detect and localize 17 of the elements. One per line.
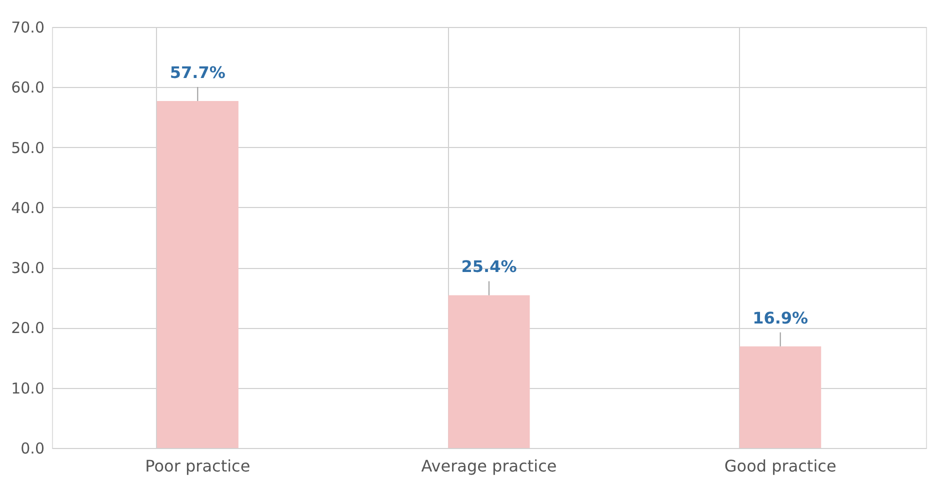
- bar: [448, 295, 530, 448]
- y-tick-label: 60.0: [11, 78, 44, 97]
- bar: [156, 100, 238, 448]
- x-tick-label: Average practice: [421, 456, 557, 476]
- data-label: 57.7%: [170, 62, 226, 82]
- bar: [740, 346, 822, 448]
- x-tick-label: Good practice: [724, 456, 836, 476]
- data-label: 16.9%: [752, 308, 808, 328]
- y-tick-label: 10.0: [11, 379, 44, 398]
- y-tick-label: 0.0: [20, 440, 44, 458]
- data-label: 25.4%: [461, 257, 517, 276]
- y-tick-label: 20.0: [11, 319, 44, 338]
- y-tick-label: 40.0: [11, 198, 44, 217]
- y-tick-label: 30.0: [11, 259, 44, 278]
- y-tick-label: 50.0: [11, 138, 44, 157]
- x-tick-label: Poor practice: [145, 456, 250, 476]
- y-tick-label: 70.0: [11, 18, 44, 36]
